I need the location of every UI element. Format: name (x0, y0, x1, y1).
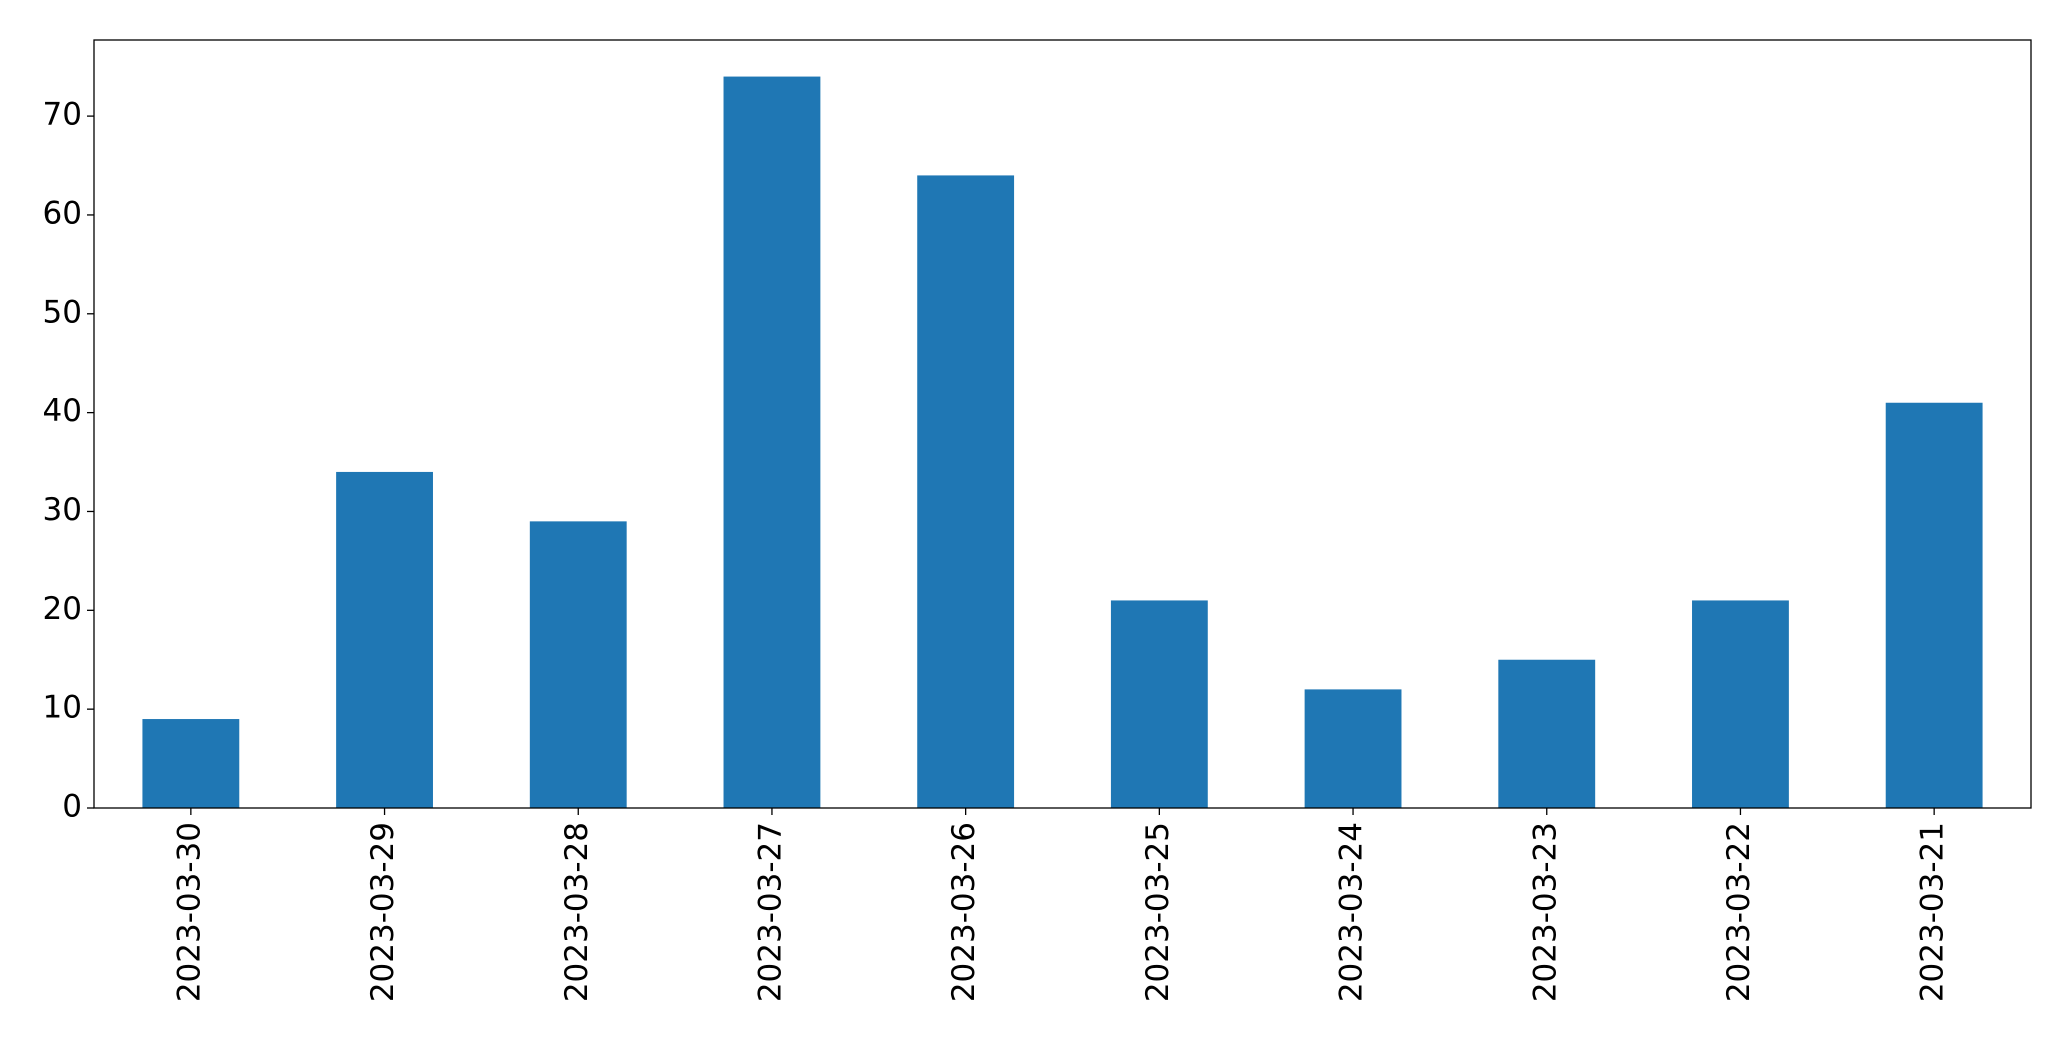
bar (336, 471, 433, 808)
bar (142, 719, 240, 808)
bar (1498, 659, 1596, 808)
x-tick-label: 2023-03-26 (946, 822, 982, 1002)
y-tick-label: 20 (43, 591, 82, 627)
y-tick-label: 10 (43, 690, 82, 726)
y-tick-label: 0 (62, 789, 82, 825)
x-tick-label: 2023-03-22 (1721, 822, 1757, 1002)
y-tick-label: 50 (43, 294, 82, 330)
x-tick-label: 2023-03-30 (171, 822, 207, 1002)
y-tick-label: 70 (43, 97, 82, 133)
x-tick-label: 2023-03-27 (752, 822, 788, 1002)
bar (529, 521, 627, 808)
x-tick-label: 2023-03-21 (1915, 822, 1951, 1002)
bar (917, 175, 1015, 808)
x-tick-label: 2023-03-24 (1334, 822, 1370, 1002)
bar (1692, 600, 1789, 808)
x-tick-label: 2023-03-25 (1140, 822, 1176, 1002)
x-tick-label: 2023-03-23 (1527, 822, 1563, 1002)
bar (1885, 402, 1983, 808)
bar (1304, 689, 1402, 808)
bar (1110, 600, 1208, 808)
bar (723, 76, 821, 809)
y-tick-label: 60 (43, 195, 82, 231)
x-tick-label: 2023-03-29 (365, 822, 401, 1002)
x-tick-label: 2023-03-28 (559, 822, 595, 1002)
y-tick-label: 40 (43, 393, 82, 429)
plot-frame (93, 39, 2032, 809)
y-tick-label: 30 (43, 492, 82, 528)
